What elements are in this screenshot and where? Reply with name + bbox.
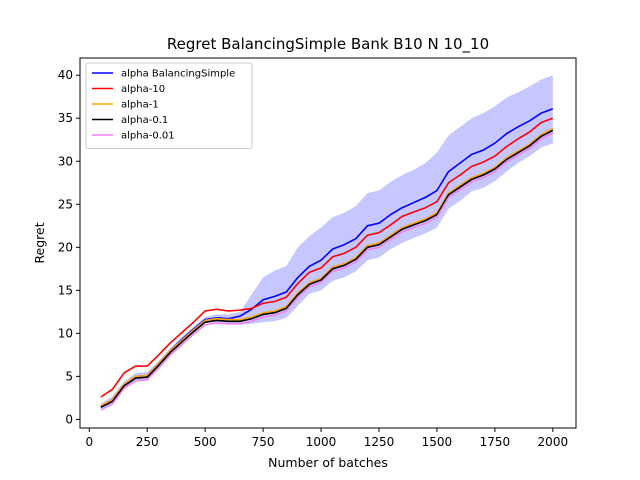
y-tick-label: 5 (65, 369, 73, 383)
series-line-4 (100, 132, 554, 411)
legend-label: alpha-1 (121, 100, 159, 111)
y-tick-label: 30 (58, 154, 73, 168)
y-tick-label: 35 (58, 111, 73, 125)
y-tick-label: 25 (58, 197, 73, 211)
legend-label: alpha-0.1 (121, 115, 168, 126)
x-tick-label: 500 (194, 435, 217, 449)
legend-label: alpha-10 (121, 84, 165, 95)
series-line-1 (100, 117, 554, 398)
chart-title: Regret BalancingSimple Bank B10 N 10_10 (167, 35, 489, 54)
x-axis-label: Number of batches (268, 455, 388, 470)
series-line-2 (100, 127, 554, 407)
band-0 (100, 75, 553, 410)
legend-label: alpha BalancingSimple (121, 69, 235, 80)
confidence-bands (100, 75, 553, 410)
x-tick-label: 1000 (306, 435, 337, 449)
series-line-3 (100, 129, 554, 409)
x-tick-label: 1250 (364, 435, 395, 449)
y-tick-label: 20 (58, 240, 73, 254)
x-tick-label: 1500 (422, 435, 453, 449)
y-axis-ticks: 0 5 10 15 20 25 30 35 40 (58, 68, 80, 426)
y-tick-label: 10 (58, 326, 73, 340)
x-tick-label: 750 (252, 435, 275, 449)
legend-label: alpha-0.01 (121, 131, 175, 142)
y-tick-label: 40 (58, 68, 73, 82)
plot-frame (79, 57, 577, 429)
legend-box (85, 62, 253, 149)
x-tick-label: 250 (136, 435, 159, 449)
x-tick-label: 2000 (538, 435, 569, 449)
x-tick-label: 1750 (480, 435, 511, 449)
series-lines (100, 108, 554, 411)
y-axis-label: Regret (32, 222, 47, 263)
legend: alpha BalancingSimple alpha-10 alpha-1 alph… (85, 62, 253, 149)
y-tick-label: 15 (58, 283, 73, 297)
x-tick-label: 0 (85, 435, 93, 449)
x-axis-ticks: 0 250 500 750 1000 1250 1500 1750 2000 (85, 428, 568, 449)
y-tick-label: 0 (65, 412, 73, 426)
